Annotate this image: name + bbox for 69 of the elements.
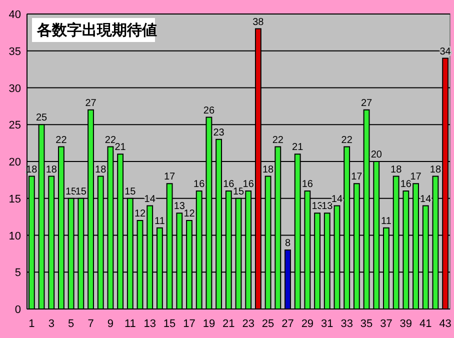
- data-label: 18: [46, 164, 58, 176]
- data-label: 21: [114, 142, 126, 154]
- data-label: 21: [292, 142, 304, 154]
- data-label: 27: [85, 98, 97, 109]
- data-label: 16: [400, 179, 412, 190]
- data-label: 12: [134, 208, 146, 220]
- x-tick-label: 13: [144, 318, 156, 330]
- data-label: 22: [56, 134, 68, 146]
- x-tick-label: 39: [400, 318, 412, 330]
- y-tick-label: 0: [14, 304, 21, 316]
- data-label: 18: [390, 164, 402, 176]
- x-tick-label: 43: [439, 318, 452, 330]
- data-label: 16: [242, 179, 254, 190]
- x-tick-label: 21: [222, 318, 235, 330]
- data-label: 16: [194, 179, 206, 190]
- data-label: 18: [262, 164, 274, 176]
- x-tick-label: 37: [380, 318, 392, 330]
- x-tick-label: 19: [202, 318, 216, 330]
- y-tick-label: 25: [8, 120, 21, 132]
- y-tick-label: 30: [8, 82, 21, 95]
- data-label: 18: [430, 164, 442, 176]
- y-tick-label: 10: [8, 230, 21, 242]
- data-label: 22: [341, 134, 353, 146]
- data-label: 15: [124, 186, 136, 198]
- data-label: 26: [203, 105, 215, 116]
- data-label: 11: [154, 216, 166, 227]
- data-label: 17: [164, 172, 176, 183]
- data-label: 16: [223, 179, 235, 190]
- data-label: 17: [410, 172, 422, 183]
- x-tick-label: 17: [183, 318, 196, 330]
- y-tick-label: 40: [8, 9, 21, 21]
- data-label: 20: [370, 150, 382, 160]
- data-label: 8: [284, 238, 291, 249]
- data-label: 11: [381, 216, 392, 227]
- y-tick-label: 5: [14, 267, 21, 280]
- x-tick-label: 7: [88, 318, 94, 330]
- y-tick-label: 35: [8, 46, 21, 58]
- x-tick-label: 33: [340, 318, 353, 330]
- data-label: 17: [351, 172, 363, 183]
- x-tick-label: 9: [107, 318, 114, 330]
- data-label: 22: [272, 134, 284, 146]
- data-label: 16: [302, 179, 314, 190]
- x-tick-label: 41: [420, 318, 432, 330]
- data-label: 27: [360, 98, 373, 109]
- text: 各数字出現期待値: [36, 21, 157, 39]
- data-label: 23: [213, 127, 225, 138]
- data-label: 15: [232, 186, 244, 198]
- y-tick-label: 15: [8, 193, 21, 206]
- data-label: 12: [184, 208, 196, 220]
- x-tick-label: 3: [48, 318, 54, 330]
- data-label: 18: [26, 164, 38, 176]
- x-tick-label: 31: [321, 318, 334, 330]
- x-tick-label: 29: [301, 318, 314, 330]
- data-label: 13: [322, 201, 334, 212]
- data-label: 22: [104, 134, 116, 146]
- data-label: 25: [36, 112, 48, 124]
- x-tick-label: 11: [124, 318, 136, 330]
- data-label: 38: [252, 16, 264, 28]
- y-tick-label: 20: [8, 156, 21, 168]
- x-tick-label: 23: [242, 318, 254, 330]
- x-tick-label: 25: [262, 318, 274, 330]
- data-label: 13: [174, 201, 186, 212]
- data-label: 18: [95, 164, 107, 176]
- x-tick-label: 15: [163, 318, 176, 330]
- x-tick-label: 27: [282, 318, 294, 330]
- x-tick-label: 35: [360, 318, 373, 330]
- x-tick-label: 5: [68, 318, 74, 330]
- x-tick-label: 1: [28, 318, 35, 330]
- data-label: 15: [75, 186, 87, 198]
